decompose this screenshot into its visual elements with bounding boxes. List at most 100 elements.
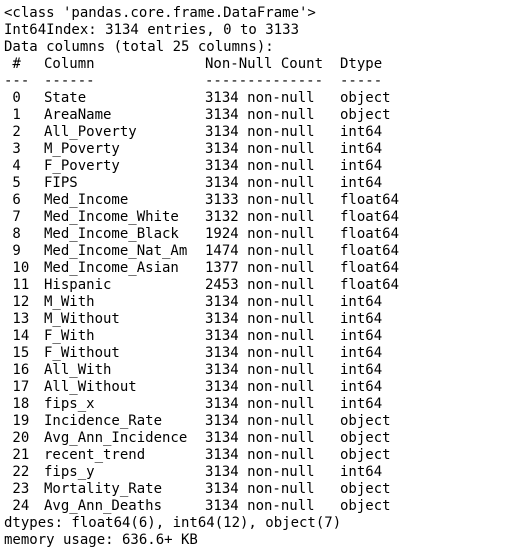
separator-dtype: ----- — [340, 73, 383, 89]
row-index: 20 — [4, 430, 30, 446]
row-index: 24 — [4, 498, 30, 514]
row-column-name: fips_x — [44, 396, 95, 412]
header-column: Column — [44, 56, 95, 72]
row-column-name: F_With — [44, 328, 95, 344]
row-column-name: State — [44, 90, 87, 106]
row-dtype: object — [340, 498, 391, 514]
row-index: 1 — [4, 107, 21, 123]
row-column-name: Med_Income — [44, 192, 129, 208]
row-dtype: int64 — [340, 362, 383, 378]
row-non-null-count: 1474 non-null — [205, 243, 315, 259]
row-column-name: Avg_Ann_Deaths — [44, 498, 163, 514]
row-index: 18 — [4, 396, 30, 412]
separator-count: -------------- — [205, 73, 324, 89]
row-column-name: All_Without — [44, 379, 137, 395]
table-row: 2 All_Poverty 3134 non-null int64 — [4, 124, 527, 141]
header-index: # — [4, 56, 21, 72]
row-column-name: M_Without — [44, 311, 120, 327]
row-non-null-count: 3134 non-null — [205, 464, 315, 480]
table-row: 20 Avg_Ann_Incidence 3134 non-null object — [4, 430, 527, 447]
table-row: 10 Med_Income_Asian 1377 non-null float64 — [4, 260, 527, 277]
dtypes-line: dtypes: float64(6), int64(12), object(7) — [4, 515, 342, 531]
row-dtype: object — [340, 481, 391, 497]
table-row: 13 M_Without 3134 non-null int64 — [4, 311, 527, 328]
row-column-name: F_Without — [44, 345, 120, 361]
row-column-name: All_With — [44, 362, 112, 378]
row-index: 22 — [4, 464, 30, 480]
row-non-null-count: 2453 non-null — [205, 277, 315, 293]
row-index: 5 — [4, 175, 21, 191]
row-dtype: int64 — [340, 464, 383, 480]
row-index: 10 — [4, 260, 30, 276]
row-dtype: float64 — [340, 243, 400, 259]
row-index: 19 — [4, 413, 30, 429]
row-dtype: int64 — [340, 379, 383, 395]
row-column-name: fips_y — [44, 464, 95, 480]
row-non-null-count: 3134 non-null — [205, 430, 315, 446]
row-non-null-count: 3134 non-null — [205, 175, 315, 191]
memory-usage-line: memory usage: 636.6+ KB — [4, 532, 198, 548]
row-index: 0 — [4, 90, 21, 106]
row-non-null-count: 3134 non-null — [205, 379, 315, 395]
row-column-name: F_Poverty — [44, 158, 120, 174]
row-non-null-count: 3134 non-null — [205, 294, 315, 310]
table-row: 15 F_Without 3134 non-null int64 — [4, 345, 527, 362]
table-row: 8 Med_Income_Black 1924 non-null float64 — [4, 226, 527, 243]
row-dtype: float64 — [340, 260, 400, 276]
row-non-null-count: 3134 non-null — [205, 413, 315, 429]
row-non-null-count: 3134 non-null — [205, 328, 315, 344]
row-non-null-count: 1377 non-null — [205, 260, 315, 276]
row-dtype: int64 — [340, 141, 383, 157]
table-row: 14 F_With 3134 non-null int64 — [4, 328, 527, 345]
row-dtype: int64 — [340, 124, 383, 140]
row-non-null-count: 3134 non-null — [205, 481, 315, 497]
row-column-name: M_With — [44, 294, 95, 310]
table-row: 5 FIPS 3134 non-null int64 — [4, 175, 527, 192]
row-dtype: int64 — [340, 345, 383, 361]
row-index: 23 — [4, 481, 30, 497]
row-index: 14 — [4, 328, 30, 344]
row-column-name: All_Poverty — [44, 124, 137, 140]
row-non-null-count: 3134 non-null — [205, 311, 315, 327]
index-line: Int64Index: 3134 entries, 0 to 3133 — [4, 22, 300, 38]
header-non-null-count: Non-Null Count — [205, 56, 324, 72]
row-non-null-count: 3134 non-null — [205, 124, 315, 140]
table-row: 1 AreaName 3134 non-null object — [4, 107, 527, 124]
table-row: 3 M_Poverty 3134 non-null int64 — [4, 141, 527, 158]
table-row: 19 Incidence_Rate 3134 non-null object — [4, 413, 527, 430]
row-non-null-count: 3134 non-null — [205, 362, 315, 378]
class-line: <class 'pandas.core.frame.DataFrame'> — [4, 5, 316, 21]
table-row: 21 recent_trend 3134 non-null object — [4, 447, 527, 464]
column-rows: 0 State 3134 non-null object 1 AreaName 3134 … — [4, 90, 527, 515]
row-index: 2 — [4, 124, 21, 140]
table-row: 9 Med_Income_Nat_Am 1474 non-null float64 — [4, 243, 527, 260]
row-column-name: Med_Income_White — [44, 209, 179, 225]
row-index: 7 — [4, 209, 21, 225]
table-row: 17 All_Without 3134 non-null int64 — [4, 379, 527, 396]
row-dtype: int64 — [340, 294, 383, 310]
row-column-name: Hispanic — [44, 277, 112, 293]
row-column-name: M_Poverty — [44, 141, 120, 157]
row-non-null-count: 3134 non-null — [205, 345, 315, 361]
row-dtype: int64 — [340, 328, 383, 344]
row-dtype: float64 — [340, 277, 400, 293]
table-row: 18 fips_x 3134 non-null int64 — [4, 396, 527, 413]
row-column-name: Avg_Ann_Incidence — [44, 430, 188, 446]
row-index: 8 — [4, 226, 21, 242]
row-non-null-count: 3134 non-null — [205, 141, 315, 157]
row-dtype: int64 — [340, 311, 383, 327]
table-row: 0 State 3134 non-null object — [4, 90, 527, 107]
row-column-name: Incidence_Rate — [44, 413, 163, 429]
row-index: 15 — [4, 345, 30, 361]
table-row: 22 fips_y 3134 non-null int64 — [4, 464, 527, 481]
row-column-name: Med_Income_Nat_Am — [44, 243, 188, 259]
row-non-null-count: 3134 non-null — [205, 498, 315, 514]
table-row: 24 Avg_Ann_Deaths 3134 non-null object — [4, 498, 527, 515]
row-dtype: object — [340, 107, 391, 123]
row-dtype: int64 — [340, 175, 383, 191]
separator-column: ------ — [44, 73, 95, 89]
table-header-row: # Column Non-Null Count Dtype — [4, 56, 527, 73]
row-column-name: FIPS — [44, 175, 78, 191]
row-non-null-count: 3133 non-null — [205, 192, 315, 208]
